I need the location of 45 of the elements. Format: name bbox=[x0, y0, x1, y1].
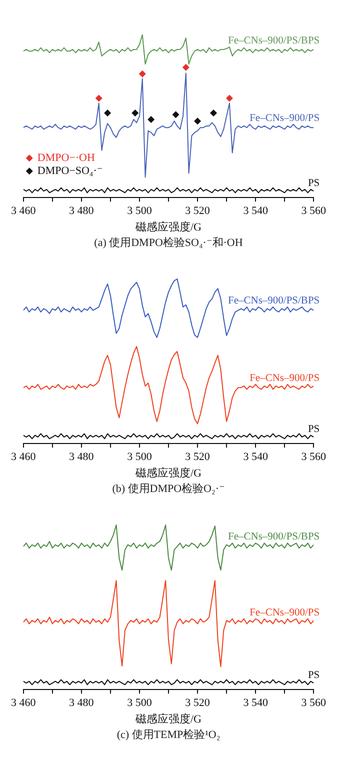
x-tick-label: 3 500 bbox=[127, 451, 152, 464]
legend-label: DMPO−SO₄·⁻ bbox=[37, 164, 103, 177]
x-axis-title: 磁感应强度/G bbox=[134, 712, 202, 726]
point bbox=[95, 94, 102, 102]
x-tick-label: 3 560 bbox=[301, 697, 326, 710]
point bbox=[182, 64, 190, 71]
text: (c) 使用TEMP检验¹O₂ bbox=[116, 728, 222, 743]
x-tick-label: 3 540 bbox=[243, 451, 268, 464]
x-tick-label: 3 540 bbox=[243, 205, 268, 218]
x-tick-label: 3 480 bbox=[69, 205, 94, 218]
series-label: PS bbox=[308, 178, 320, 189]
series-label: Fe–CNs–900/PS/BPS bbox=[228, 296, 320, 307]
x-tick-label: 3 460 bbox=[11, 697, 36, 710]
legend-label: DMPO−·OH bbox=[37, 152, 95, 164]
text: (a) 使用DMPO检验SO₄·⁻和·OH bbox=[93, 236, 244, 251]
series-label: Fe–CNs–900/PS bbox=[250, 372, 320, 384]
point bbox=[148, 116, 155, 123]
point bbox=[138, 70, 146, 78]
x-tick-label: 3 480 bbox=[69, 451, 94, 464]
x-tick-label: 3 500 bbox=[127, 205, 152, 218]
point bbox=[104, 109, 112, 116]
x-tick-label: 3 480 bbox=[69, 697, 94, 710]
x-tick-label: 3 520 bbox=[185, 451, 210, 464]
series-label: PS bbox=[308, 670, 320, 681]
series-label: PS bbox=[308, 424, 320, 435]
series-label: Fe–CNs–900/PS bbox=[250, 112, 320, 124]
x-tick-label: 3 520 bbox=[185, 205, 210, 218]
x-tick-label: 3 460 bbox=[11, 205, 36, 218]
series-label: Fe–CNs–900/PS/BPS bbox=[228, 532, 320, 543]
series-label: Fe–CNs–900/PS/BPS bbox=[228, 36, 320, 47]
x-axis-title: 磁感应强度/G bbox=[134, 220, 202, 234]
point bbox=[210, 109, 217, 116]
point bbox=[226, 94, 233, 102]
x-tick-label: 3 560 bbox=[301, 205, 326, 218]
point bbox=[132, 109, 139, 116]
x-tick-label: 3 460 bbox=[11, 451, 36, 464]
point bbox=[172, 111, 180, 118]
x-tick-label: 3 560 bbox=[301, 451, 326, 464]
text: (b) 使用DMPO检验O₂·⁻ bbox=[111, 482, 226, 497]
point bbox=[194, 118, 202, 125]
series-label: Fe–CNs–900/PS bbox=[250, 607, 320, 618]
x-tick-label: 3 540 bbox=[243, 697, 268, 710]
x-tick-label: 3 520 bbox=[185, 697, 210, 710]
x-axis-title: 磁感应强度/G bbox=[134, 466, 202, 480]
x-tick-label: 3 500 bbox=[127, 697, 152, 710]
